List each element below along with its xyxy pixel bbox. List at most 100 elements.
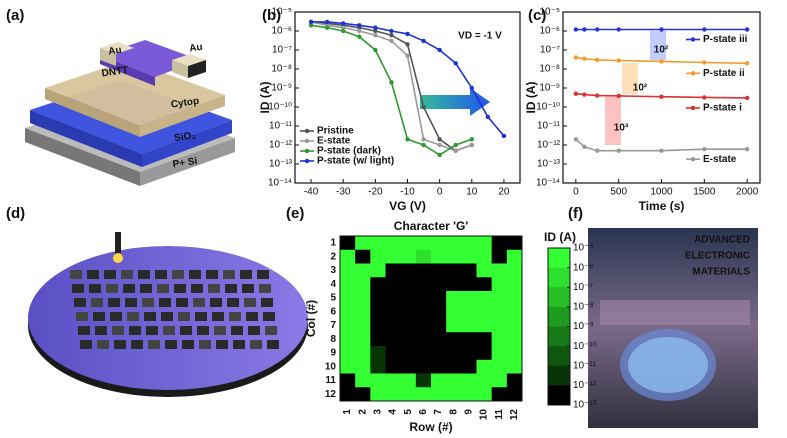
chip	[74, 298, 86, 307]
heatmap-cell	[340, 236, 356, 251]
heatmap-cell	[431, 387, 447, 402]
heatmap-cell	[461, 291, 477, 306]
data-point	[421, 137, 426, 142]
span	[650, 31, 666, 60]
chip	[246, 312, 258, 321]
heatmap-cell	[370, 346, 386, 361]
heatmap-cell	[415, 387, 432, 402]
panel-label: (b)	[262, 7, 281, 24]
y-tick-label: 10⁻¹⁴	[268, 178, 292, 189]
heatmap-cell	[476, 332, 492, 347]
data-point	[595, 148, 600, 153]
heatmap-cell	[491, 346, 508, 361]
panel-label: (d)	[6, 205, 25, 222]
heatmap-cell	[400, 387, 417, 402]
chip	[172, 270, 184, 279]
heatmap-cell	[491, 304, 508, 319]
heatmap-cell	[431, 236, 447, 251]
heatmap-cell	[446, 387, 462, 402]
chip	[178, 312, 190, 321]
heatmap-cell	[506, 359, 523, 374]
colorbar-tick-label: 10⁻⁶	[573, 262, 594, 273]
heatmap-cell	[476, 277, 492, 292]
y-tick-label: 7	[330, 320, 336, 331]
heatmap-cell	[340, 249, 356, 264]
chip	[214, 326, 226, 335]
x-tick-label: -40	[304, 187, 319, 198]
chip	[261, 298, 273, 307]
heatmap-cell	[340, 277, 356, 292]
data-point	[453, 61, 458, 66]
heatmap-cell	[476, 387, 492, 402]
x-axis-label: VG (V)	[389, 199, 426, 213]
data-point	[421, 142, 426, 148]
heatmap-cell	[340, 318, 356, 333]
data-point	[437, 142, 442, 148]
heatmap-cell	[461, 387, 477, 402]
x-tick-label: 9	[464, 409, 475, 415]
y-tick-label: 10	[325, 361, 337, 372]
heatmap-cell	[476, 318, 492, 333]
legend-marker	[690, 37, 696, 42]
heatmap-cell	[415, 304, 432, 319]
heatmap-cell	[431, 263, 447, 278]
y-tick-label: 2	[330, 251, 336, 262]
chip	[80, 340, 92, 349]
data-point	[702, 95, 707, 100]
heatmap-cell	[506, 249, 523, 264]
x-tick-label: 500	[610, 187, 627, 198]
data-point	[437, 152, 442, 158]
heatmap-cell	[385, 277, 401, 292]
chip	[227, 298, 239, 307]
x-tick-label: 1	[342, 409, 353, 415]
chip	[131, 340, 143, 349]
heatmap-cell	[400, 263, 417, 278]
x-tick-label: 2	[357, 409, 368, 415]
heatmap-cell	[491, 263, 508, 278]
heatmap-cell	[476, 304, 492, 319]
heatmap-cell	[355, 304, 371, 319]
heatmap-cell	[340, 332, 356, 347]
legend-marker	[304, 158, 310, 164]
annotation: VD = -1 V	[458, 31, 502, 42]
heatmap-cell	[400, 236, 417, 251]
heatmap-cell	[461, 263, 477, 278]
heatmap-cell	[385, 346, 401, 361]
chip	[121, 270, 133, 279]
heatmap-cell	[355, 346, 371, 361]
chip	[206, 270, 218, 279]
heatmap-cell	[415, 277, 432, 292]
data-point	[469, 137, 474, 142]
data-point	[324, 25, 330, 30]
heatmap-cell	[461, 359, 477, 374]
y-tick-label: 10⁻⁵	[539, 7, 560, 18]
heatmap-cell	[340, 263, 356, 278]
heatmap-cell	[385, 387, 401, 402]
x-tick-label: 7	[433, 409, 444, 415]
heatmap-cell	[506, 387, 523, 402]
chip	[127, 312, 139, 321]
panel-label: (f)	[568, 205, 583, 222]
heatmap-cell	[476, 373, 492, 388]
heatmap-cell	[340, 373, 356, 388]
chip	[163, 326, 175, 335]
data-point	[469, 85, 474, 91]
chip	[189, 270, 201, 279]
data-point	[405, 137, 410, 142]
y-tick-label: 8	[330, 334, 336, 345]
y-tick-label: 10⁻¹²	[269, 140, 293, 151]
data-point	[341, 25, 346, 30]
data-point	[582, 27, 587, 32]
heatmap-cell	[400, 359, 417, 374]
heatmap-cell	[431, 291, 447, 306]
chip	[157, 284, 169, 293]
data-point	[702, 147, 707, 152]
chip	[70, 270, 82, 279]
chip	[91, 298, 103, 307]
chip	[97, 340, 109, 349]
chip	[265, 326, 277, 335]
data-point	[421, 38, 426, 44]
heatmap-cell	[385, 249, 401, 264]
colorbar-label: ID (A)	[544, 230, 576, 244]
chip	[138, 270, 150, 279]
